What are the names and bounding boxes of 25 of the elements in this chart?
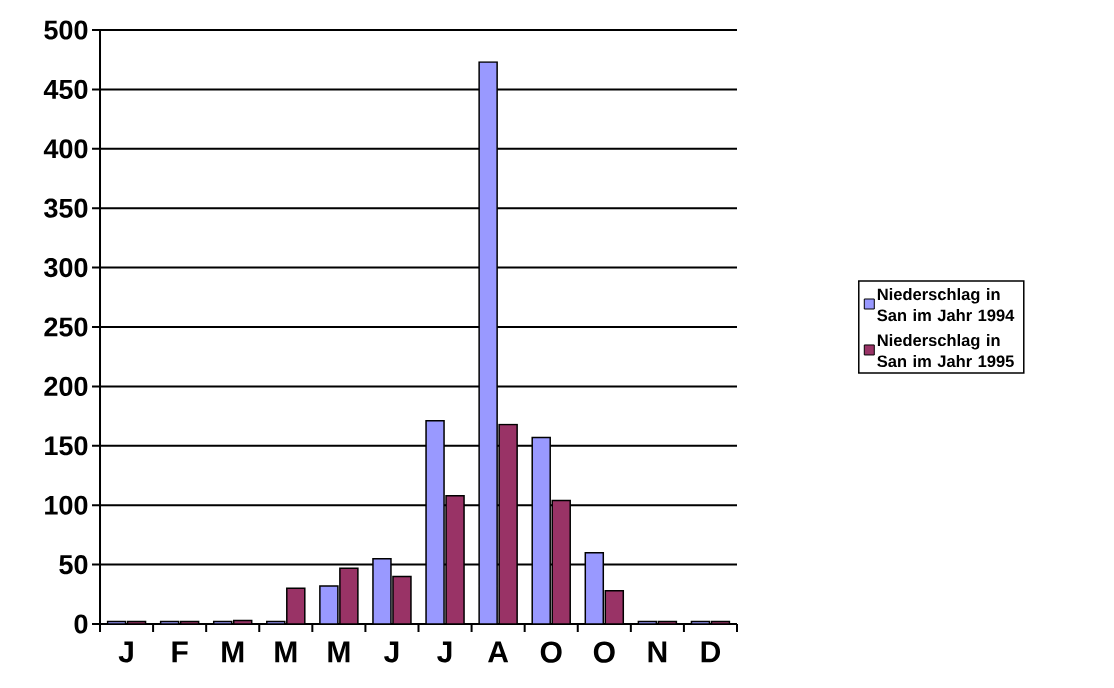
x-tick-label: O (540, 641, 562, 663)
x-tick-label: A (488, 641, 509, 663)
y-tick-label: 250 (44, 317, 88, 337)
legend-label: Niederschlag in San im Jahr 1995 (877, 334, 1014, 368)
y-tick-label: 0 (74, 614, 88, 634)
x-tick-label: M (275, 641, 297, 663)
x-tick-label: O (593, 641, 615, 663)
y-tick-label: 350 (44, 198, 88, 218)
x-tick-label: F (172, 641, 188, 663)
x-tick-label: J (118, 641, 133, 663)
y-tick-label: 300 (44, 258, 88, 278)
x-tick-label: D (701, 641, 721, 663)
x-tick-label: N (648, 641, 667, 663)
y-tick-label: 400 (43, 139, 88, 159)
y-tick-label: 500 (44, 20, 88, 40)
y-tick-label: 450 (43, 79, 88, 99)
y-tick-label: 100 (45, 495, 88, 515)
y-tick-label: 150 (45, 436, 88, 456)
x-tick-label: M (328, 641, 350, 663)
x-tick-label: J (437, 641, 452, 663)
legend-label: Niederschlag in San im Jahr 1994 (877, 288, 1015, 322)
x-tick-label: J (384, 641, 399, 663)
x-tick-label: M (222, 641, 244, 663)
y-tick-label: 50 (59, 555, 88, 575)
y-tick-label: 200 (44, 376, 88, 396)
